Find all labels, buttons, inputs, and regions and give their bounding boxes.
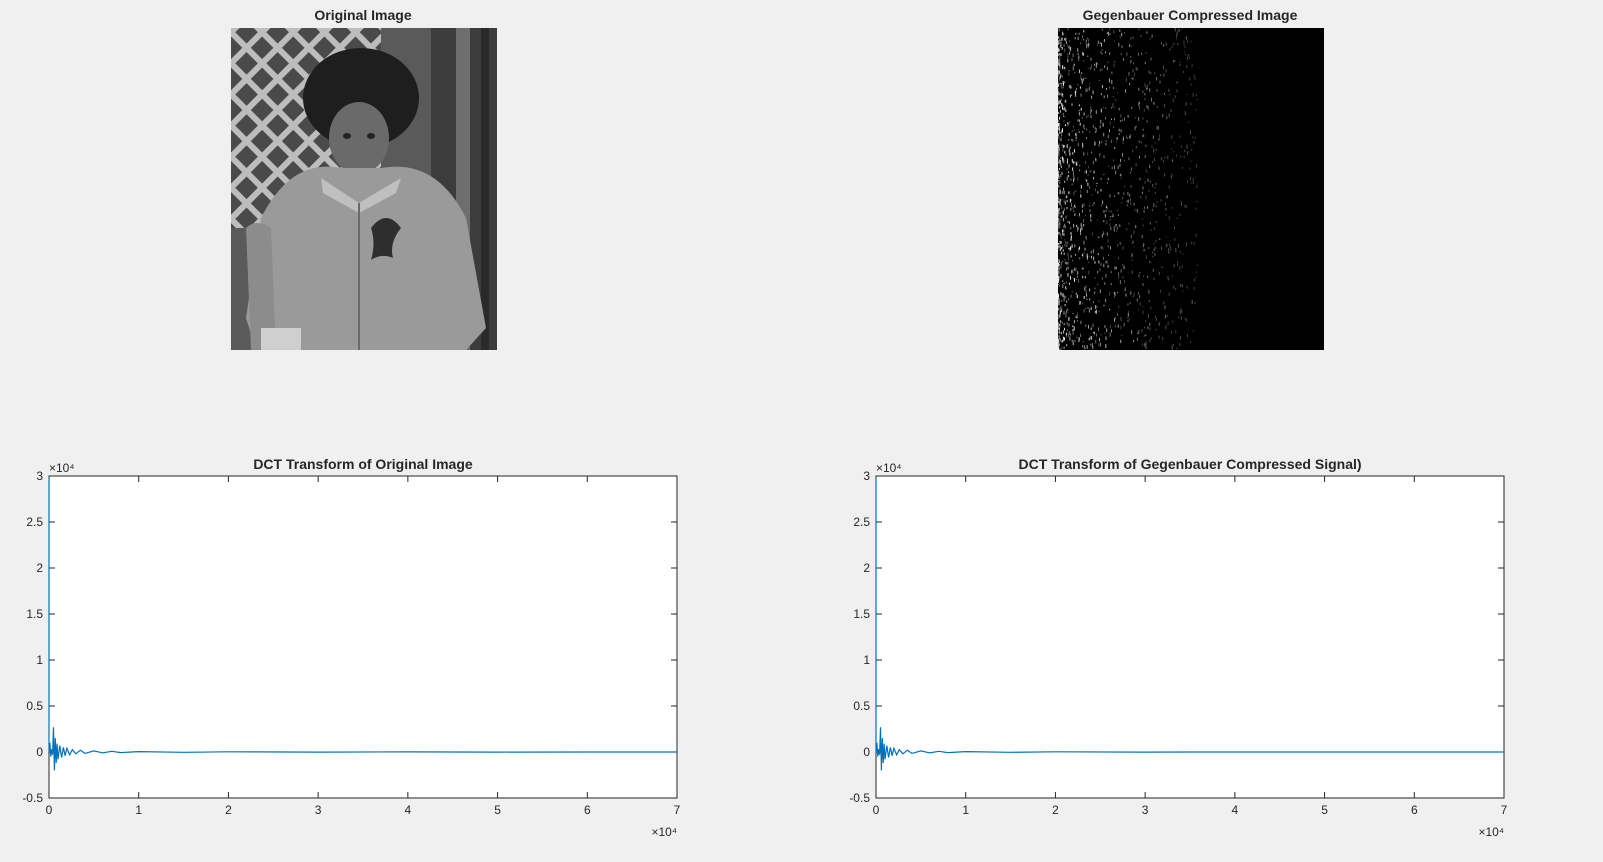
x-tick-label: 4 (1232, 803, 1239, 817)
original-image (231, 28, 497, 350)
plot-area (875, 475, 1505, 799)
y-tick-label: 1.5 (853, 607, 870, 621)
plot-area (48, 475, 678, 799)
x-tick-label: 1 (962, 803, 969, 817)
y-tick-label: 0 (863, 745, 870, 759)
chart-1-title: DCT Transform of Original Image (253, 456, 473, 472)
x-tick-label: 3 (315, 803, 322, 817)
y-exponent-label: ×10⁴ (49, 461, 75, 475)
compressed-image-title: Gegenbauer Compressed Image (1082, 7, 1298, 23)
y-tick-label: 2 (36, 561, 43, 575)
y-tick-label: 1 (36, 653, 43, 667)
y-tick-label: -0.5 (849, 791, 870, 805)
y-tick-label: 3 (863, 469, 870, 483)
original-photo (231, 28, 497, 350)
chart-1-axes: 0 1 2 3 4 5 6 7-0.500.511.522.53×10⁴×10⁴ (22, 461, 681, 839)
x-tick-label: 5 (1321, 803, 1328, 817)
chart-2-title: DCT Transform of Gegenbauer Compressed S… (1018, 456, 1362, 472)
y-tick-label: 2.5 (853, 515, 870, 529)
y-tick-label: 0.5 (26, 699, 43, 713)
x-exponent-label: ×10⁴ (1478, 825, 1504, 839)
x-tick-label: 4 (405, 803, 412, 817)
y-tick-label: 3 (36, 469, 43, 483)
x-tick-label: 3 (1142, 803, 1149, 817)
y-tick-label: 2 (863, 561, 870, 575)
x-tick-label: 1 (135, 803, 142, 817)
y-exponent-label: ×10⁴ (876, 461, 902, 475)
x-tick-label: 0 (46, 803, 53, 817)
compressed-image (1058, 28, 1324, 350)
y-tick-label: 0 (36, 745, 43, 759)
y-tick-label: 1.5 (26, 607, 43, 621)
x-tick-label: 7 (1501, 803, 1508, 817)
x-tick-label: 6 (584, 803, 591, 817)
y-tick-label: -0.5 (22, 791, 43, 805)
x-tick-label: 2 (1052, 803, 1059, 817)
compressed-noise (1058, 28, 1198, 350)
original-image-title: Original Image (314, 7, 412, 23)
x-tick-label: 0 (873, 803, 880, 817)
series-line-1 (875, 477, 1504, 771)
x-tick-label: 5 (494, 803, 501, 817)
y-tick-label: 1 (863, 653, 870, 667)
y-tick-label: 2.5 (26, 515, 43, 529)
x-exponent-label: ×10⁴ (651, 825, 677, 839)
series-line-1 (48, 477, 677, 771)
y-tick-label: 0.5 (853, 699, 870, 713)
x-tick-label: 6 (1411, 803, 1418, 817)
x-tick-label: 2 (225, 803, 232, 817)
x-tick-label: 7 (674, 803, 681, 817)
